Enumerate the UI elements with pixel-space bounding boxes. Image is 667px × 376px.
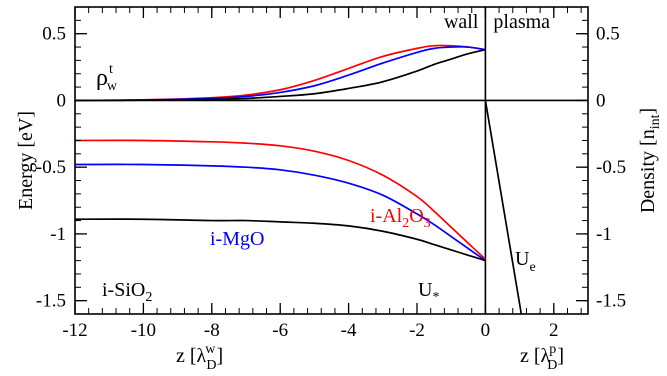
y-tick-label-left: -0.5 xyxy=(36,157,66,178)
sio2-sub: 2 xyxy=(145,290,152,305)
plot-frame xyxy=(74,6,589,315)
frame-layer xyxy=(74,6,589,315)
y-axis-label-right-main: Density [n xyxy=(637,129,659,213)
y-tick-label-left: 0 xyxy=(57,90,67,111)
x-axis-label-plasma: z [λp D] xyxy=(520,342,564,373)
sio2-label: i-SiO2 xyxy=(102,279,152,305)
series-line-i-al2o3 xyxy=(74,139,486,260)
x-axis-label-plasma-sup: p xyxy=(549,342,556,357)
rho-main: ρ xyxy=(96,65,108,91)
x-tick-label: -2 xyxy=(409,320,425,341)
x-tick-label: 0 xyxy=(481,320,491,341)
ue-main: U xyxy=(515,248,530,270)
x-axis-label-wall-main: z [λ xyxy=(176,345,207,367)
mgo-label: i-MgO xyxy=(210,228,264,250)
x-axis-label-wall: z [λw D] xyxy=(176,342,223,373)
y-tick-label-right: 0 xyxy=(596,90,606,111)
series-line-i-mgo xyxy=(74,163,486,262)
al2o3-prefix: i-Al xyxy=(370,205,403,227)
al2o3-sub1: 2 xyxy=(402,216,409,231)
al2o3-label: i-Al2O3 xyxy=(370,205,431,231)
x-tick-label: 2 xyxy=(549,320,559,341)
y-axis-label-right-sub: int xyxy=(648,114,663,129)
x-axis-label-plasma-sub: D xyxy=(547,358,557,373)
series-layer xyxy=(74,44,523,315)
ustar-sub: * xyxy=(432,290,439,305)
y-tick-label-right: -1.5 xyxy=(596,291,626,312)
y-tick-label-right: -0.5 xyxy=(596,157,626,178)
series-line-i-sio2-density xyxy=(74,48,486,102)
region-wall-label: wall xyxy=(444,11,479,33)
y-axis-label-left: Energy [eV] xyxy=(15,111,37,210)
x-tick-label: -12 xyxy=(62,320,87,341)
label-layer: -12 -10 -8 -6 -4 -2 0 2 0.5 0.5 0 0 -0.5 -0.5 -1 -1 -1.5… xyxy=(15,11,663,373)
x-axis-label-plasma-main: z [λ xyxy=(520,345,551,367)
rho-sub: w xyxy=(107,79,118,94)
sio2-prefix: i-SiO xyxy=(102,279,145,301)
x-axis-label-plasma-tail: ] xyxy=(557,345,564,367)
y-tick-label-left: -1 xyxy=(50,224,66,245)
ustar-main: U xyxy=(418,279,433,301)
zero-line-layer xyxy=(75,7,588,314)
tick-layer xyxy=(74,7,588,314)
series-line-i-sio2 xyxy=(74,218,486,262)
y-axis-label-right-tail: ] xyxy=(637,108,659,115)
y-tick-label-left: 0.5 xyxy=(42,24,66,45)
ue-label: Ue xyxy=(515,248,536,275)
x-axis-label-wall-sup: w xyxy=(205,342,216,357)
x-axis-label-wall-sub: D xyxy=(206,358,216,373)
x-tick-label: -6 xyxy=(272,320,288,341)
series-line-u-e xyxy=(484,100,523,315)
y-tick-label-left: -1.5 xyxy=(36,291,66,312)
x-tick-label: -10 xyxy=(131,320,156,341)
x-tick-label: -8 xyxy=(204,320,220,341)
rho-label: ρt w xyxy=(96,62,118,94)
rho-sup: t xyxy=(109,62,113,77)
series-line-i-mgo-density xyxy=(74,45,486,102)
al2o3-sub2: 3 xyxy=(424,216,431,231)
ustar-label: U* xyxy=(418,279,439,305)
region-plasma-label: plasma xyxy=(493,11,550,33)
x-tick-label: -4 xyxy=(341,320,357,341)
ue-sub: e xyxy=(529,260,535,275)
al2o3-mid: O xyxy=(409,205,423,227)
y-axis-label-right: Density [nint] xyxy=(637,108,663,213)
y-tick-label-right: 0.5 xyxy=(596,24,620,45)
y-tick-label-right: -1 xyxy=(596,224,612,245)
x-axis-label-wall-tail: ] xyxy=(216,345,223,367)
